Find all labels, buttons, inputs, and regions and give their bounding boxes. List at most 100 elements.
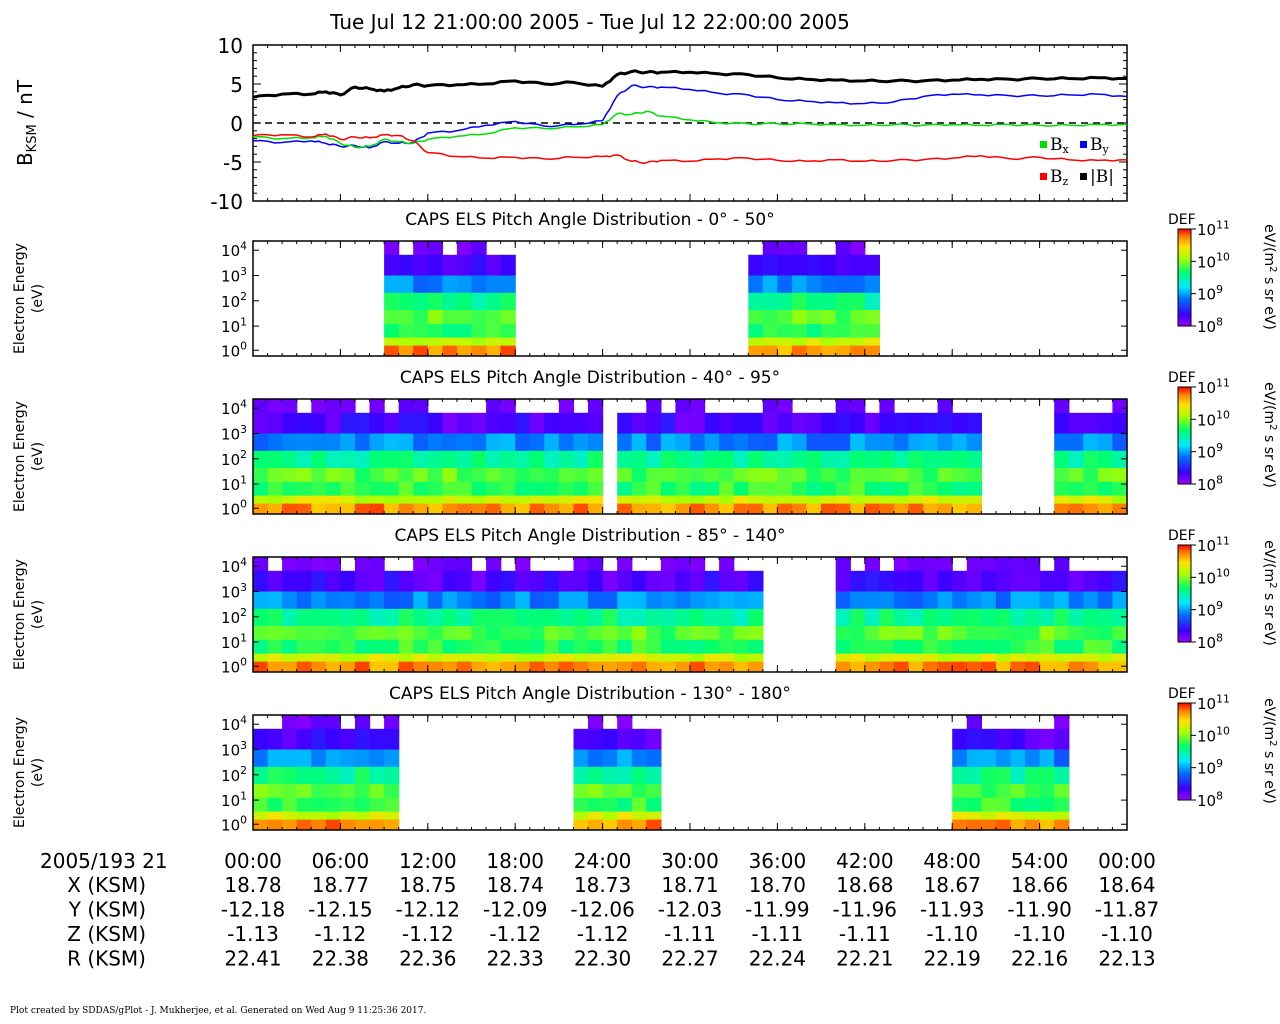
- spectrogram-title: CAPS ELS Pitch Angle Distribution - 130°…: [389, 684, 791, 704]
- spectrogram-cell: [325, 749, 341, 768]
- spectrogram-cell: [777, 275, 793, 294]
- spectrogram-cell: [1025, 749, 1041, 768]
- colorbar-tick-label: 1010: [1197, 567, 1230, 588]
- spectrogram-cell: [267, 766, 283, 785]
- spectrogram-cell: [748, 481, 764, 497]
- spectrogram-cell: [690, 412, 706, 435]
- spectrogram-cell: [384, 292, 400, 311]
- spectrogram-cell: [384, 728, 400, 751]
- spectrogram-cell: [646, 495, 662, 505]
- spectrogram-cell: [1010, 784, 1026, 799]
- spectrogram-cell: [762, 337, 778, 347]
- ephemeris-value: 22.30: [574, 947, 631, 971]
- spectrogram-cell: [675, 608, 691, 627]
- spectrogram-cell: [515, 557, 531, 572]
- spectrogram-cell: [1054, 728, 1070, 751]
- spectrogram-cell: [806, 254, 822, 277]
- spectrogram-cell: [660, 591, 677, 610]
- spectrogram-cell: [879, 399, 895, 414]
- spectrogram-cell: [1054, 557, 1070, 572]
- spectrogram-cell: [384, 766, 400, 785]
- spectrogram-cell: [384, 626, 400, 641]
- spectrogram-cell: [733, 608, 749, 627]
- spectrogram-cell: [369, 784, 385, 799]
- spectrogram-cell: [1054, 819, 1070, 831]
- spectrogram-cell: [311, 811, 327, 821]
- spectrogram-cell: [253, 557, 269, 572]
- spectrogram-cell: [1097, 591, 1114, 610]
- spectrogram-cell: [617, 557, 633, 572]
- spectrogram-cell: [500, 639, 516, 655]
- legend-swatch-bz: [1040, 173, 1047, 180]
- colorbar-tick-label: 1011: [1197, 376, 1230, 397]
- spectrogram-cell: [617, 433, 633, 452]
- spectrogram-cell: [631, 653, 647, 663]
- spectrogram-cell: [544, 639, 560, 655]
- spectrogram-cell: [748, 661, 764, 673]
- spectrogram-cell: [253, 653, 269, 663]
- spectrogram-cell: [398, 661, 414, 673]
- spectrogram-cell: [282, 468, 298, 483]
- spectrogram-cell: [558, 468, 575, 483]
- spectrogram-cell: [806, 495, 822, 505]
- spectrogram-cell: [456, 254, 473, 277]
- spectrogram-cell: [631, 728, 647, 751]
- spectrogram-cell: [777, 412, 793, 435]
- spectrogram-cell: [660, 608, 677, 627]
- spectrogram-cell: [704, 481, 720, 497]
- spectrogram-cell: [864, 503, 880, 515]
- spectrogram-cell: [340, 503, 356, 515]
- spectrogram-cell: [296, 766, 312, 785]
- spectrogram-cell: [325, 811, 341, 821]
- spectrogram-cell: [442, 412, 458, 435]
- spectrogram-cell: [981, 766, 997, 785]
- spectrogram-cell: [806, 345, 822, 357]
- spectrogram-cell: [835, 481, 851, 497]
- legend-swatch-bx: [1040, 141, 1047, 148]
- spectrogram-cell: [1054, 412, 1070, 435]
- spectrogram-cell: [398, 292, 414, 311]
- spectrogram-cell: [369, 819, 385, 831]
- spectrogram-cell: [398, 653, 414, 663]
- spectrogram-cell: [733, 639, 749, 655]
- spectrogram-cell: [850, 591, 866, 610]
- ephemeris-value: -1.10: [926, 922, 978, 946]
- spectrogram-cell: [966, 715, 982, 730]
- spectrogram-ylabel-unit: (eV): [30, 284, 46, 313]
- spectrogram-cell: [529, 433, 545, 452]
- spectrogram-cell: [1025, 797, 1041, 813]
- spectrogram-cell: [719, 661, 735, 673]
- spectrogram-cell: [1083, 591, 1099, 610]
- spectrogram-cell: [311, 570, 327, 593]
- spectrogram-cell: [850, 241, 866, 256]
- spectrogram-cell: [733, 503, 749, 515]
- spectrogram-cell: [486, 323, 502, 339]
- spectrogram-cell: [631, 433, 647, 452]
- spectrogram-cell: [1010, 626, 1026, 641]
- spectrogram-cell: [821, 337, 837, 347]
- spectrogram-cell: [937, 557, 953, 572]
- spectrogram-cell: [879, 639, 895, 655]
- spectrogram-cell: [529, 608, 545, 627]
- spectrogram-cell: [1039, 661, 1055, 673]
- spectrogram-cell: [471, 254, 487, 277]
- spectrogram-cell: [325, 468, 341, 483]
- spectrogram-cell: [908, 481, 924, 497]
- spectrogram-cell: [631, 749, 647, 768]
- mag-ytick-label: -10: [210, 190, 243, 214]
- spectrogram-cell: [442, 292, 458, 311]
- spectrogram-cell: [296, 626, 312, 641]
- ephemeris-value: -11.99: [745, 898, 809, 922]
- spectrogram-cell: [413, 557, 429, 572]
- spectrogram-cell: [413, 337, 429, 347]
- spectrogram-cell: [952, 653, 968, 663]
- spectrogram-cell: [413, 399, 429, 414]
- spectrogram-cell: [835, 653, 851, 663]
- spectrogram-cell: [471, 661, 487, 673]
- spectrogram-cell: [602, 784, 618, 799]
- spectrogram-cell: [1039, 749, 1055, 768]
- spectrogram-cell: [690, 495, 706, 505]
- spectrogram-cells: [253, 715, 1070, 831]
- spectrogram-cell: [806, 433, 822, 452]
- spectrogram-cell: [617, 495, 633, 505]
